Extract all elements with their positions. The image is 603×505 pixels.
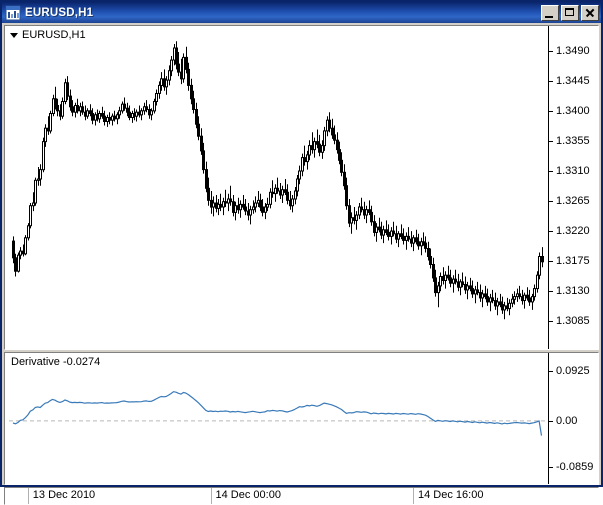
price-tick [549, 291, 553, 293]
price-tick [549, 140, 553, 142]
price-tick-label: 1.3310 [556, 165, 590, 177]
time-tick-label: 13 Dec 2010 [32, 489, 96, 501]
indicator-tick-label: 0.0925 [556, 365, 590, 378]
price-tick [549, 80, 553, 82]
price-tick [549, 231, 553, 233]
symbol-label[interactable]: EURUSD,H1 [10, 29, 86, 41]
window-title: EURUSD,H1 [25, 6, 94, 19]
price-tick-label: 1.3175 [556, 255, 590, 268]
price-tick [549, 261, 553, 263]
maximize-button[interactable] [561, 4, 579, 21]
time-tick-separator [210, 488, 212, 504]
price-tick [549, 110, 553, 112]
price-tick [549, 321, 553, 323]
symbol-label-text: EURUSD,H1 [22, 29, 86, 41]
indicator-tick-label: 0.00 [556, 414, 578, 427]
window-titlebar[interactable]: EURUSD,H1 [2, 2, 601, 23]
price-tick [549, 201, 553, 202]
price-tick-label: 1.3355 [556, 134, 590, 147]
minimize-button[interactable] [541, 4, 559, 21]
price-tick-label: 1.3400 [556, 104, 590, 117]
price-tick-label: 1.3220 [556, 225, 590, 238]
price-tick-label: 1.3490 [556, 44, 590, 57]
price-chart-canvas[interactable]: EURUSD,H1 1.3490 1.3445 1.3400 1.3355 1.3310… [5, 26, 598, 349]
indicator-tick [549, 466, 553, 468]
price-tick-label: 1.3130 [556, 285, 590, 298]
indicator-pane[interactable]: Derivative -0.0274 0.0925 0.00 -0.0859 [4, 352, 599, 485]
price-tick-label: 1.3445 [556, 74, 590, 87]
indicator-tick-label: -0.0859 [556, 460, 594, 473]
price-tick [549, 50, 553, 52]
metatrader-chart-icon [5, 5, 21, 21]
derivative-line-plot [9, 353, 549, 484]
close-button[interactable] [581, 4, 599, 21]
chevron-down-icon[interactable] [10, 32, 18, 38]
price-tick-label: 1.3085 [556, 315, 590, 328]
indicator-label: Derivative -0.0274 [11, 356, 101, 368]
candlestick-plot [12, 26, 549, 349]
time-tick-separator [27, 488, 29, 504]
time-tick-separator [413, 488, 414, 504]
indicator-canvas[interactable]: Derivative -0.0274 0.0925 0.00 -0.0859 [5, 353, 598, 484]
time-tick-label: 14 Dec 00:00 [215, 489, 281, 501]
indicator-tick [549, 420, 553, 422]
price-chart-pane[interactable]: EURUSD,H1 1.3490 1.3445 1.3400 1.3355 1.3310… [4, 25, 599, 350]
chart-client-area: EURUSD,H1 1.3490 1.3445 1.3400 1.3355 1.3310… [4, 25, 599, 505]
price-tick [549, 171, 553, 172]
price-tick-label: 1.3265 [556, 195, 590, 207]
indicator-tick [549, 371, 553, 373]
time-tick-label: 14 Dec 16:00 [418, 489, 484, 501]
